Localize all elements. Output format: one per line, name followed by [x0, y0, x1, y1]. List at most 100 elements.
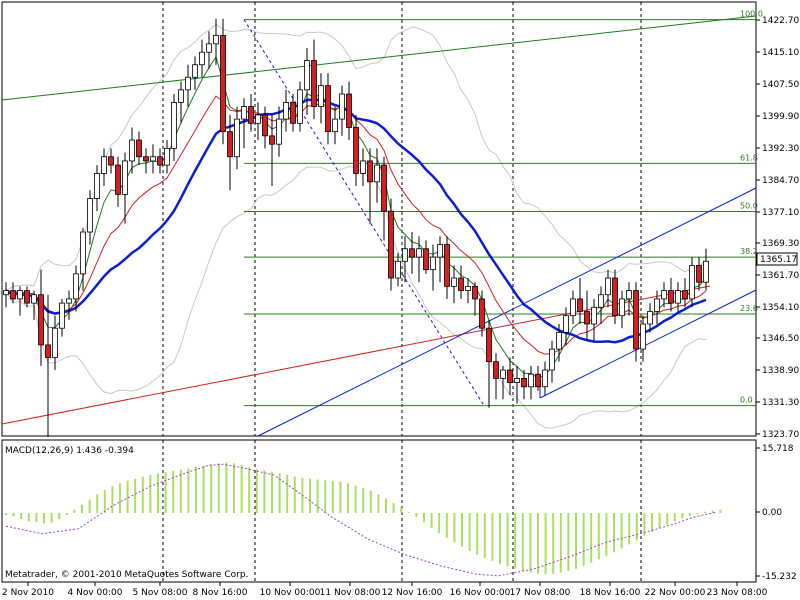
bull-candle — [297, 89, 303, 124]
bull-candle — [591, 306, 597, 325]
bull-candle — [199, 51, 205, 66]
bull-candle — [304, 60, 310, 91]
bear-candle — [157, 156, 163, 166]
bull-candle — [192, 64, 198, 78]
fib-level-label: 38.2 — [740, 247, 758, 256]
bear-candle — [584, 311, 590, 325]
price-tick-label: 1415.10 — [762, 48, 799, 58]
bull-candle — [73, 273, 79, 300]
bull-candle — [647, 311, 653, 325]
fib-level-label: 0.0 — [740, 396, 753, 405]
bear-candle — [325, 85, 331, 133]
bull-candle — [332, 118, 338, 133]
bear-candle — [108, 156, 114, 166]
price-tick-label: 1369.30 — [762, 239, 799, 249]
bull-candle — [402, 248, 408, 262]
time-tick-label: 22 Nov 00:00 — [645, 588, 706, 598]
bull-candle — [549, 348, 555, 371]
bull-candle — [129, 139, 135, 162]
macd-signal-path — [5, 463, 716, 577]
bull-candle — [689, 265, 695, 300]
bear-candle — [346, 93, 352, 128]
time-tick-label: 8 Nov 16:00 — [193, 588, 248, 598]
bear-candle — [423, 248, 429, 271]
bull-candle — [178, 89, 184, 103]
bear-candle — [353, 127, 359, 174]
time-tick-label: 12 Nov 16:00 — [382, 588, 443, 598]
bull-candle — [675, 290, 681, 304]
bull-candle — [185, 76, 191, 91]
bull-candle — [122, 160, 128, 195]
price-axis: 1422.70 1415.10 1407.50 1399.90 1392.30 1384.… — [756, 16, 799, 440]
macd-signal-line — [5, 463, 716, 577]
fib-level-label: 50.0 — [740, 202, 758, 211]
price-tick-label: 1354.10 — [762, 303, 799, 313]
bear-candle — [472, 285, 478, 300]
bull-candle — [318, 85, 324, 107]
bull-candle — [626, 290, 632, 300]
bear-candle — [493, 361, 499, 379]
bull-candle — [430, 256, 436, 271]
bear-candle — [612, 277, 618, 317]
price-tick-label: 1338.90 — [762, 366, 799, 376]
bull-candle — [514, 377, 520, 383]
bull-candle — [395, 260, 401, 279]
bull-candle — [598, 294, 604, 308]
bull-candle — [59, 302, 65, 329]
bull-candle — [164, 147, 170, 166]
price-tick-label: 1323.70 — [762, 430, 799, 440]
bull-candle — [542, 369, 548, 388]
bear-candle — [311, 60, 317, 107]
bull-candle — [52, 327, 58, 358]
macd-panel: MACD(12,26,9) 1.436 -0.394 15.718 0.00 -15… — [1, 439, 797, 583]
bull-candle — [255, 114, 261, 124]
bear-candle — [24, 290, 30, 304]
macd-panel-frame — [1, 439, 757, 583]
bollinger-upper — [5, 23, 707, 292]
price-panel-frame — [1, 1, 757, 437]
bear-candle — [633, 290, 639, 350]
bull-candle — [150, 156, 156, 162]
price-tick-label: 1407.50 — [762, 80, 799, 90]
bull-candle — [17, 290, 23, 300]
bull-candle — [556, 331, 562, 350]
price-panel: 100.061.850.038.223.60.0 1422.701415.101… — [1, 1, 799, 440]
bull-candle — [360, 160, 366, 174]
bull-candle — [3, 290, 9, 296]
bull-candle — [374, 164, 380, 183]
bull-candle — [619, 298, 625, 317]
bull-candle — [234, 118, 240, 158]
bull-candle — [500, 369, 506, 379]
bull-candle — [87, 198, 93, 233]
price-tick-label: 1399.90 — [762, 112, 799, 122]
bull-candle — [66, 298, 72, 304]
candles — [3, 18, 709, 437]
fib-level-label: 61.8 — [740, 153, 758, 162]
price-tick-label: 1361.70 — [762, 271, 799, 281]
bull-candle — [661, 290, 667, 300]
price-tick-label: 1346.50 — [762, 334, 799, 344]
bear-candle — [367, 160, 373, 183]
time-tick-label: 2 Nov 2010 — [2, 588, 54, 598]
time-tick-label: 4 Nov 00:00 — [68, 588, 123, 598]
bear-candle — [227, 131, 233, 158]
bull-candle — [101, 156, 107, 174]
price-tick-label: 1392.30 — [762, 144, 799, 154]
macd-title: MACD(12,26,9) 1.436 -0.394 — [5, 446, 134, 456]
fib-level-label: 23.6 — [740, 304, 758, 313]
bull-candle — [206, 43, 212, 53]
price-tick-label: 1377.10 — [762, 208, 799, 218]
bull-candle — [276, 118, 282, 145]
time-tick-label: 16 Nov 00:00 — [450, 588, 511, 598]
bull-candle — [80, 231, 86, 275]
copyright-label: Metatrader, © 2001-2010 MetaQuotes Softw… — [5, 570, 248, 580]
macd-tick-label: -15.232 — [762, 572, 797, 582]
bear-candle — [535, 373, 541, 388]
bull-candle — [241, 106, 247, 120]
price-tick-label: 1331.30 — [762, 398, 799, 408]
time-axis: 2 Nov 2010 4 Nov 00:00 5 Nov 08:00 8 Nov 16… — [2, 582, 768, 598]
bull-candle — [528, 373, 534, 388]
bear-candle — [409, 248, 415, 258]
macd-tick-label: 15.718 — [762, 444, 794, 454]
